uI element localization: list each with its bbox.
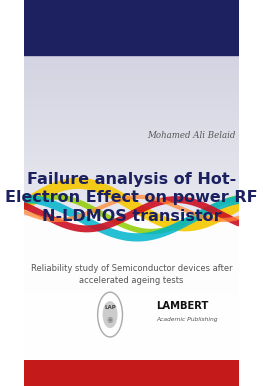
Text: Reliability study of Semiconductor devices after
accelerated ageing tests: Reliability study of Semiconductor devic…	[31, 264, 232, 285]
Text: LAP: LAP	[104, 305, 116, 310]
Bar	[24, 360, 239, 386]
Text: Failure analysis of Hot-
Electron Effect on power RF
N-LDMOS transistor: Failure analysis of Hot- Electron Effect…	[5, 172, 258, 224]
Text: LAMBERT: LAMBERT	[156, 301, 209, 311]
Text: ◉: ◉	[107, 315, 113, 324]
Bar	[24, 0, 239, 56]
Bar	[24, 216, 239, 360]
Text: Academic Publishing: Academic Publishing	[156, 317, 218, 322]
Text: Mohamed Ali Belaid: Mohamed Ali Belaid	[147, 131, 236, 140]
Circle shape	[103, 301, 118, 328]
